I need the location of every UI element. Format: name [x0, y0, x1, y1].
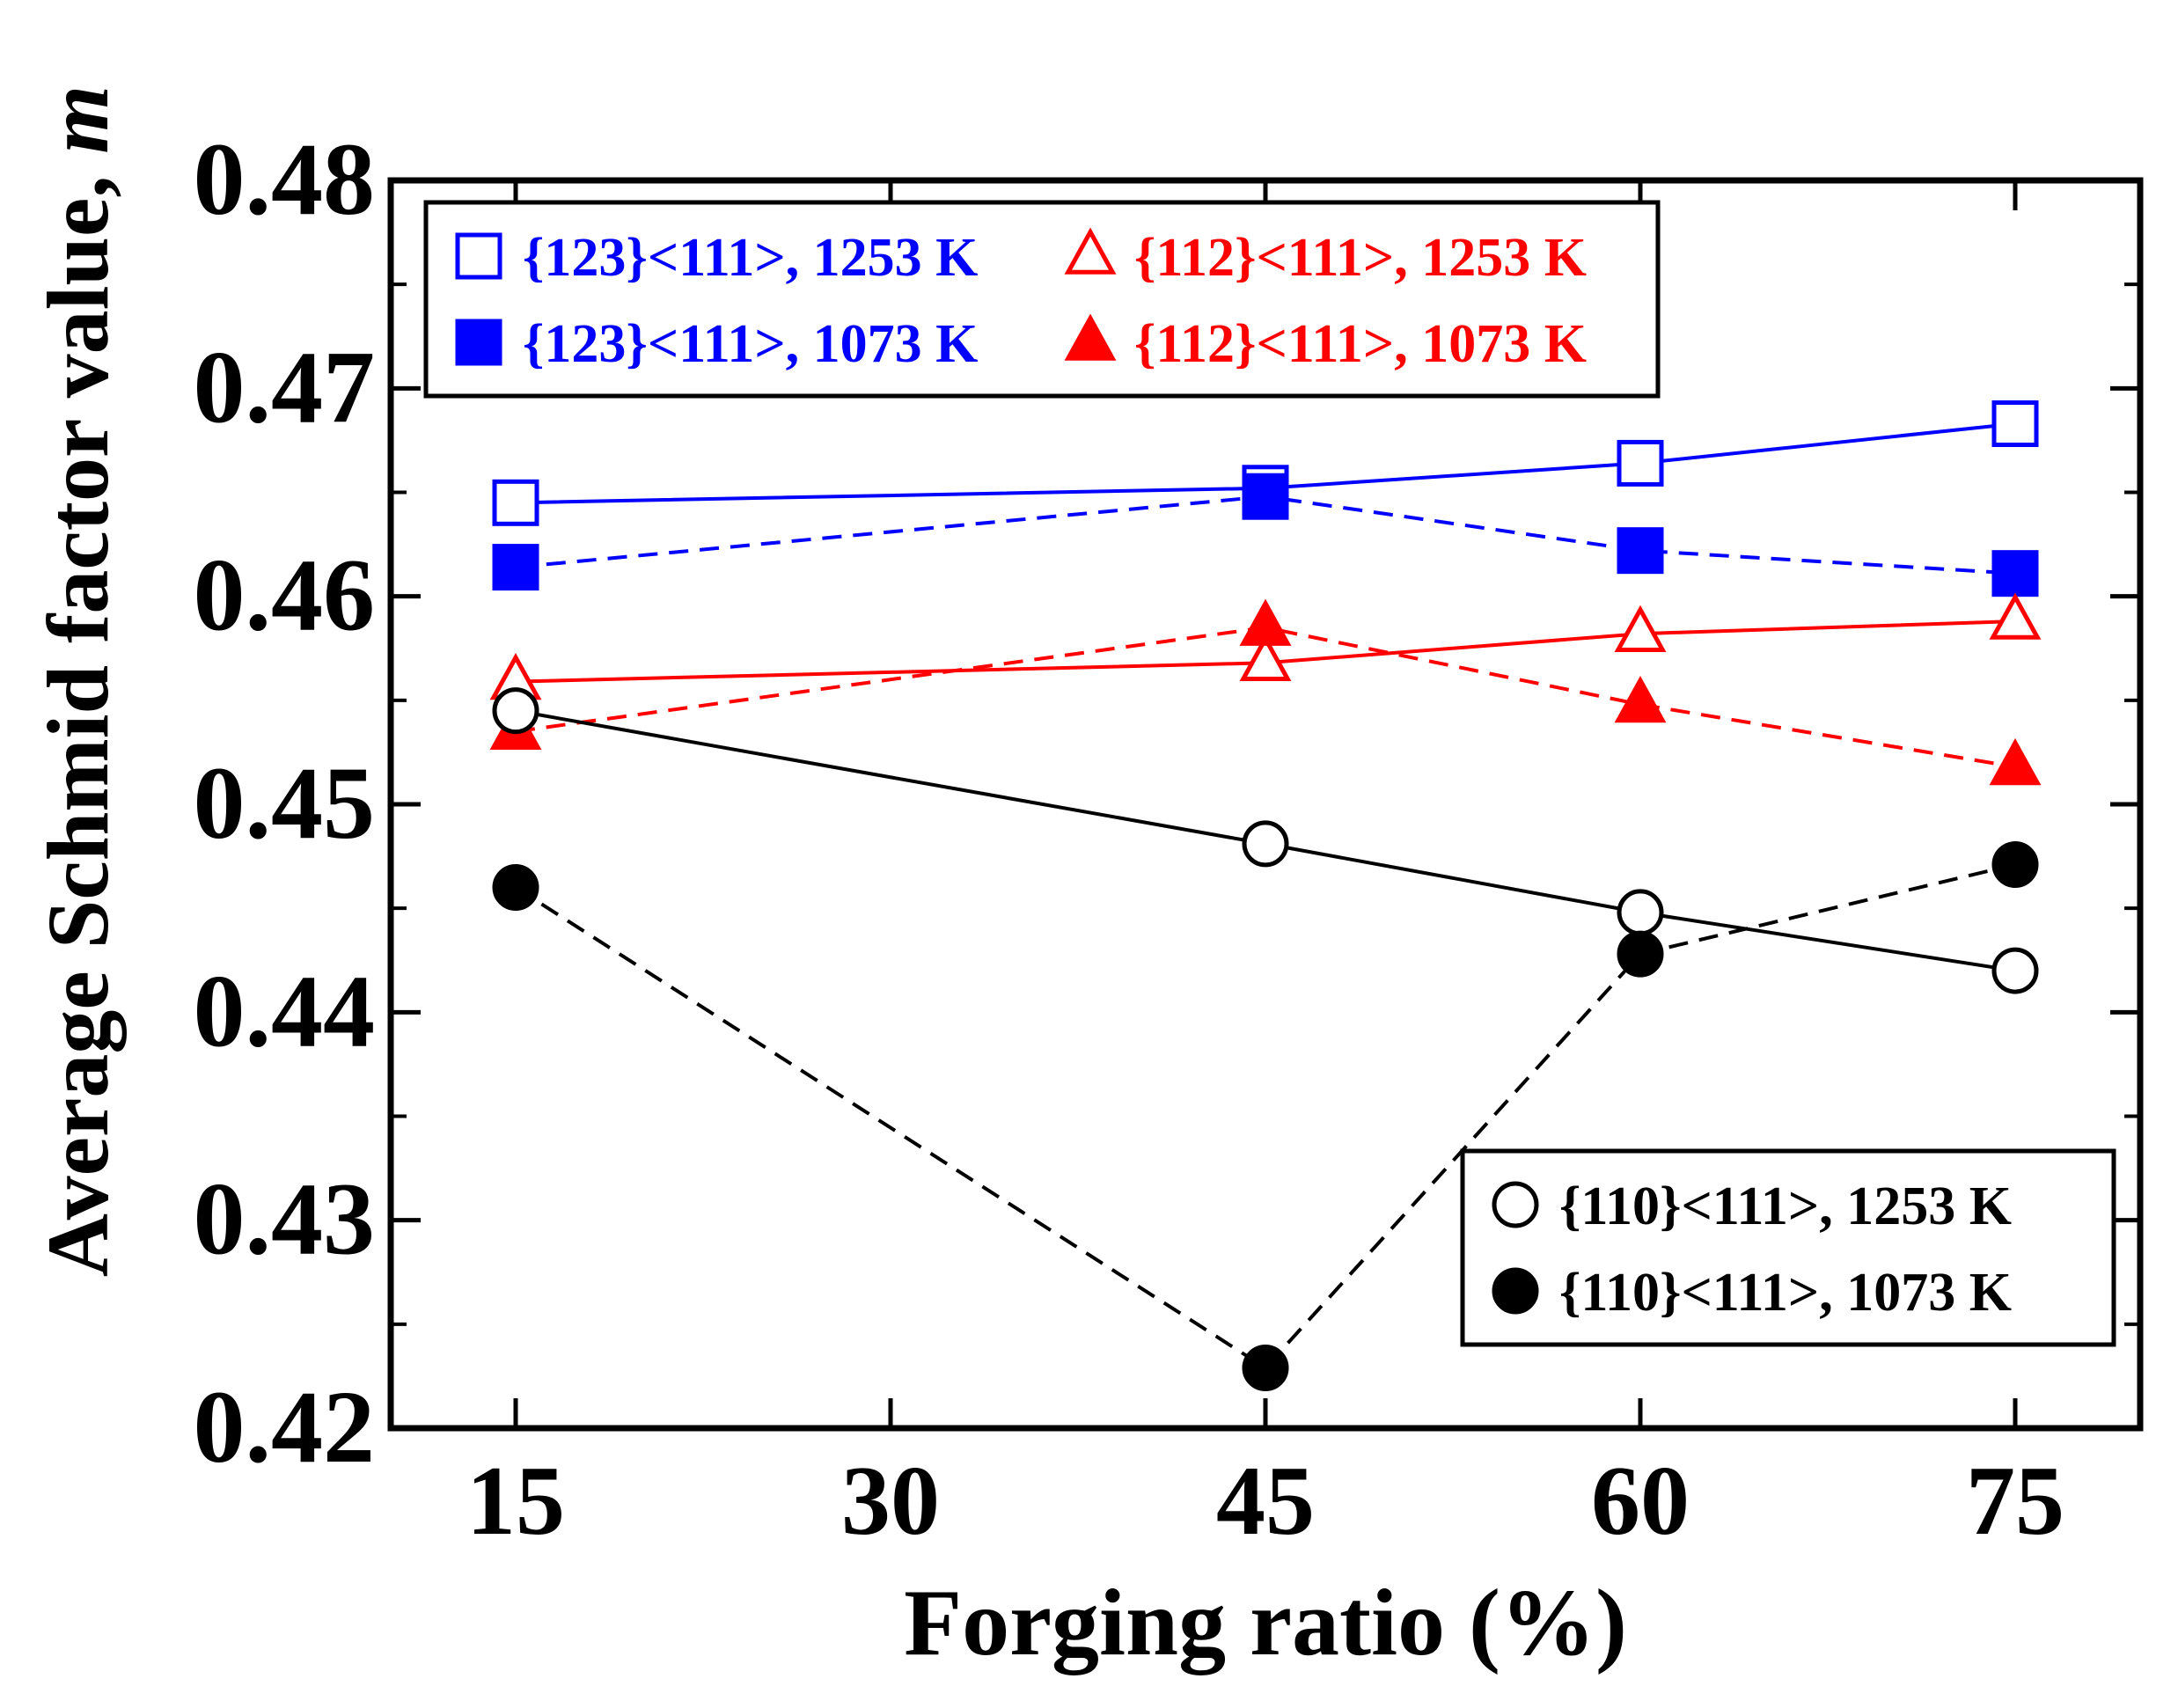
- legend-marker: [1064, 227, 1117, 275]
- data-point-series-3: [1239, 598, 1292, 646]
- legend-label: {123}<111>, 1253 K: [523, 228, 978, 288]
- y-axis-label: Average Schmid factor value, m: [29, 85, 127, 1277]
- legend-bottom-right: {110}<111>, 1253 K {110}<111>, 1073 K: [1460, 1148, 2116, 1347]
- legend-marker: [1492, 1267, 1539, 1315]
- data-point-series-5: [492, 864, 539, 912]
- data-point-series-5: [1617, 930, 1664, 978]
- series-line-1: [515, 495, 2016, 575]
- legend-marker: [1492, 1181, 1539, 1228]
- y-tick-label: 0.42: [194, 1369, 376, 1484]
- data-point-series-4: [1991, 947, 2039, 994]
- x-tick-label: 60: [1591, 1447, 1690, 1556]
- series-line-2: [515, 619, 2016, 684]
- data-point-series-1: [1617, 527, 1664, 575]
- data-point-series-3: [1614, 676, 1667, 723]
- series-markers: [489, 400, 2042, 1391]
- series-line-0: [515, 422, 2016, 505]
- legend-marker: [455, 319, 502, 366]
- legend-label: {123}<111>, 1073 K: [523, 314, 978, 374]
- x-tick-label: 30: [841, 1447, 940, 1556]
- data-point-series-2: [1989, 592, 2042, 640]
- data-point-series-0: [1617, 439, 1664, 487]
- y-tick-label: 0.44: [194, 953, 376, 1068]
- series-line-3: [515, 626, 2016, 769]
- y-axis-label-symbol: m: [29, 85, 127, 154]
- axis-tick-labels: 0.42 0.43 0.44 0.45 0.46 0.47 0.48 15 30 45 60 75: [194, 121, 2065, 1556]
- data-point-series-4: [492, 687, 539, 735]
- data-point-series-2: [1614, 605, 1667, 652]
- data-point-series-3: [1989, 737, 2042, 786]
- legend-box: [423, 200, 1661, 399]
- legend-box: [1460, 1148, 2116, 1347]
- series-line-4: [515, 708, 2016, 973]
- data-point-series-5: [1991, 841, 2039, 889]
- y-tick-label: 0.48: [194, 121, 376, 237]
- legend-label: {112}<111>, 1073 K: [1134, 314, 1587, 374]
- axis-ticks: [391, 178, 2140, 1431]
- legend-marker: [1064, 313, 1117, 361]
- x-axis-label: Forging ratio (%): [904, 1571, 1627, 1675]
- legends: {123}<111>, 1253 K {112}<111>, 1253 K {123…: [423, 200, 2116, 1347]
- data-point-series-1: [1242, 473, 1289, 520]
- x-tick-label: 45: [1216, 1447, 1315, 1556]
- data-point-series-0: [492, 479, 539, 526]
- data-point-series-5: [1242, 1344, 1289, 1391]
- y-tick-label: 0.43: [194, 1162, 376, 1277]
- legend-marker: [455, 232, 502, 280]
- y-axis-label-text: Average Schmid factor value,: [29, 154, 127, 1278]
- data-point-series-1: [492, 544, 539, 591]
- series-line-5: [514, 862, 2016, 1371]
- data-point-series-0: [1991, 400, 2039, 448]
- x-tick-label: 15: [466, 1447, 565, 1556]
- data-point-series-2: [1239, 634, 1292, 682]
- series-lines: [514, 422, 2016, 1371]
- data-point-series-4: [1617, 889, 1664, 936]
- y-tick-label: 0.47: [194, 329, 376, 444]
- data-point-series-1: [1991, 550, 2039, 597]
- y-tick-label: 0.45: [194, 745, 376, 861]
- legend-label: {110}<111>, 1073 K: [1559, 1263, 2012, 1323]
- data-point-series-4: [1242, 820, 1289, 868]
- legend-label: {112}<111>, 1253 K: [1134, 228, 1587, 288]
- x-tick-label: 75: [1966, 1447, 2064, 1556]
- legend-top-left: {123}<111>, 1253 K {112}<111>, 1253 K {123…: [423, 200, 1661, 399]
- y-tick-label: 0.46: [194, 538, 376, 653]
- legend-label: {110}<111>, 1253 K: [1559, 1177, 2012, 1236]
